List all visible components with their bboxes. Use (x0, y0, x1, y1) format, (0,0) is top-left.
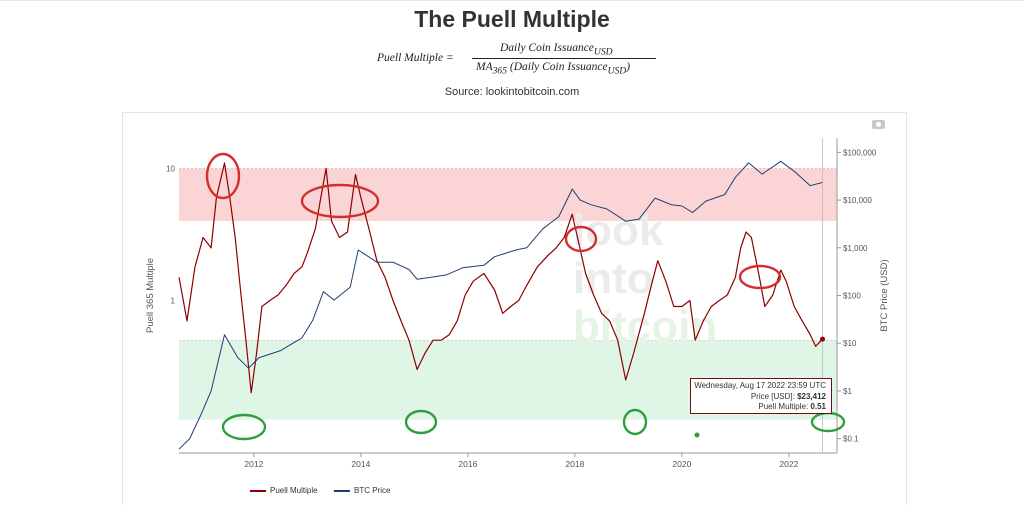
x-tick-label: 2012 (244, 459, 263, 469)
puell-formula: Puell Multiple = Daily Coin IssuanceUSD … (0, 42, 1024, 82)
annotation-ellipse-red (300, 183, 380, 219)
y-right-tick-label: $100 (843, 292, 861, 301)
legend-item-btc[interactable]: BTC Price (334, 486, 390, 495)
tooltip-puell: Puell Multiple: 0.51 (758, 402, 826, 411)
formula-lhs: Puell Multiple = (377, 52, 454, 64)
y-left-tick-label: 10 (166, 164, 175, 173)
y-right-tick-label: $1,000 (843, 244, 868, 253)
formula-numerator: Daily Coin IssuanceUSD (500, 42, 613, 58)
camera-icon[interactable] (872, 120, 885, 129)
annotation-ellipse-green (221, 413, 267, 441)
y-right-tick-label: $1 (843, 387, 852, 396)
hover-point (820, 336, 826, 342)
y-right-tick-label: $10,000 (843, 196, 872, 205)
chart-panel: look into bitcoin 2012 2014 2016 2018 2020 2022 1… (122, 112, 907, 505)
x-tick-label: 2016 (458, 459, 477, 469)
top-divider (0, 0, 1024, 1)
annotation-ellipse-green (622, 408, 648, 436)
y-right-tick-label: $100,000 (843, 148, 877, 157)
x-tick-label: 2020 (672, 459, 691, 469)
formula-fraction-bar (472, 58, 656, 59)
x-tick-label: 2014 (351, 459, 370, 469)
annotation-dot-green (694, 432, 700, 438)
series-line-puell (178, 162, 824, 394)
y-right-tick-label: $0.1 (843, 435, 859, 444)
annotation-ellipse-green (404, 409, 438, 435)
y-left-tick-label: 1 (171, 296, 176, 305)
annotation-ellipse-red (738, 264, 782, 290)
tooltip-date: Wednesday, Aug 17 2022 23:59 UTC (694, 381, 826, 390)
chart-tooltip: Wednesday, Aug 17 2022 23:59 UTC Price [… (690, 378, 832, 414)
y-right-tick-label: $10 (843, 339, 857, 348)
watermark-into: into (573, 254, 654, 303)
x-tick-label: 2018 (565, 459, 584, 469)
tooltip-price: Price [USD]: $23,412 (750, 392, 826, 401)
band-high (179, 168, 837, 221)
series-line-btc (178, 160, 823, 450)
annotation-ellipse-red (205, 152, 241, 200)
page-title: The Puell Multiple (414, 6, 610, 32)
watermark-look: look (573, 206, 664, 255)
y-right-axis-label: BTC Price (USD) (879, 259, 890, 331)
formula-denominator: MA365 (Daily Coin IssuanceUSD) (476, 61, 631, 77)
source-caption: Source: lookintobitcoin.com (444, 86, 580, 98)
annotation-ellipse-red (564, 225, 598, 253)
x-tick-label: 2022 (779, 459, 798, 469)
legend-item-puell[interactable]: Puell Multiple (250, 486, 318, 495)
y-left-axis-label: Puell 365 Multiple (145, 258, 156, 333)
